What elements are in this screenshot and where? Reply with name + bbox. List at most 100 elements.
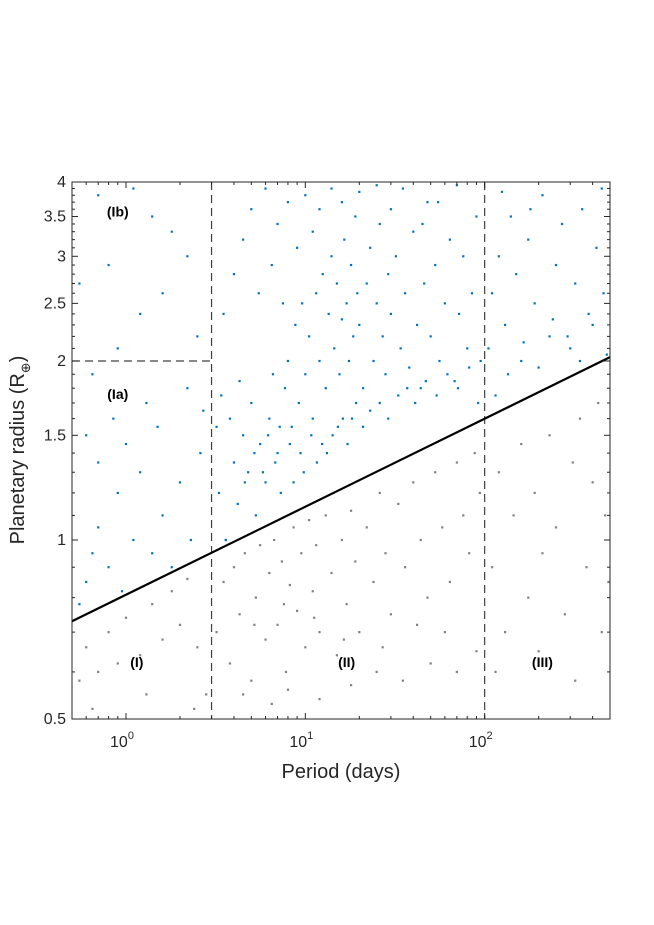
data-point <box>497 255 500 258</box>
data-point <box>284 670 288 674</box>
data-point <box>308 335 311 338</box>
data-point <box>475 650 478 653</box>
data-point <box>224 538 227 542</box>
data-point <box>290 425 293 428</box>
data-point <box>394 255 398 258</box>
data-point <box>487 347 490 350</box>
data-point <box>257 292 260 295</box>
data-point <box>605 353 608 356</box>
data-point <box>434 471 437 474</box>
y-tick-label: 3 <box>57 248 66 265</box>
data-point <box>378 401 381 405</box>
data-point <box>78 282 81 285</box>
data-point <box>254 596 257 599</box>
data-point <box>318 698 321 701</box>
data-point <box>268 417 271 420</box>
data-point <box>537 366 540 369</box>
data-point <box>232 461 236 464</box>
data-point <box>490 292 494 295</box>
below-threshold-points <box>78 401 610 710</box>
data-point <box>270 263 273 267</box>
data-point <box>338 373 341 376</box>
data-point <box>273 538 276 542</box>
data-point <box>563 613 566 616</box>
data-point <box>369 246 372 249</box>
data-point <box>320 442 324 446</box>
data-point <box>406 387 409 390</box>
data-point <box>548 335 551 338</box>
data-point <box>415 323 419 327</box>
x-tick-exponent: 1 <box>307 730 313 742</box>
data-point <box>429 335 432 338</box>
data-point <box>196 646 199 649</box>
data-point <box>356 292 359 295</box>
data-point <box>403 566 407 569</box>
data-point <box>330 255 333 258</box>
data-point <box>408 366 411 369</box>
data-point <box>566 335 569 338</box>
data-point <box>453 380 456 383</box>
plot-frame <box>71 181 611 720</box>
data-point <box>313 616 316 619</box>
data-point <box>91 552 94 555</box>
data-point <box>503 323 507 327</box>
data-point <box>315 544 318 547</box>
data-point <box>345 302 348 305</box>
y-axis-title-close: ) <box>7 356 29 363</box>
data-point <box>327 312 330 316</box>
data-point <box>222 580 225 584</box>
data-point <box>116 347 119 350</box>
data-point <box>403 292 407 295</box>
y-axis-title-group: Planetary radius (R⊕) <box>7 356 33 545</box>
data-point <box>533 302 536 305</box>
data-point <box>242 693 245 696</box>
data-point <box>346 442 349 446</box>
data-point <box>299 452 302 455</box>
data-point <box>479 359 482 363</box>
data-point <box>161 292 164 295</box>
data-point <box>335 282 338 285</box>
data-point <box>186 255 189 258</box>
guide-lines <box>71 182 611 719</box>
data-point <box>436 201 440 204</box>
data-point <box>342 638 345 641</box>
data-point <box>215 631 218 634</box>
data-point <box>151 603 154 606</box>
data-point <box>286 688 290 691</box>
data-point <box>268 571 271 575</box>
data-point <box>468 366 471 369</box>
data-point <box>343 238 346 241</box>
data-point <box>421 222 424 226</box>
data-point <box>324 514 327 517</box>
data-point <box>412 230 415 233</box>
data-point <box>124 442 128 446</box>
data-point <box>91 707 94 710</box>
data-point <box>292 526 295 529</box>
data-point <box>336 425 340 428</box>
data-point <box>170 230 173 233</box>
data-point <box>446 373 449 376</box>
data-point <box>294 323 297 327</box>
data-point <box>139 471 142 474</box>
data-point <box>473 452 476 455</box>
plot-background <box>72 182 610 719</box>
data-point <box>132 187 135 190</box>
data-point <box>161 638 164 641</box>
data-point <box>587 312 590 316</box>
data-point <box>318 359 321 363</box>
data-point <box>311 417 314 420</box>
data-point <box>443 302 446 305</box>
data-point <box>286 201 290 204</box>
data-point <box>236 502 239 506</box>
data-point <box>429 662 432 665</box>
data-point <box>384 373 387 376</box>
data-point <box>78 603 81 606</box>
data-point <box>302 471 305 474</box>
data-point <box>116 491 119 495</box>
data-point <box>375 184 378 187</box>
region-label: (III) <box>532 654 553 670</box>
data-point <box>478 491 481 495</box>
data-point <box>345 603 348 606</box>
data-point <box>438 359 441 363</box>
data-point <box>419 538 422 542</box>
